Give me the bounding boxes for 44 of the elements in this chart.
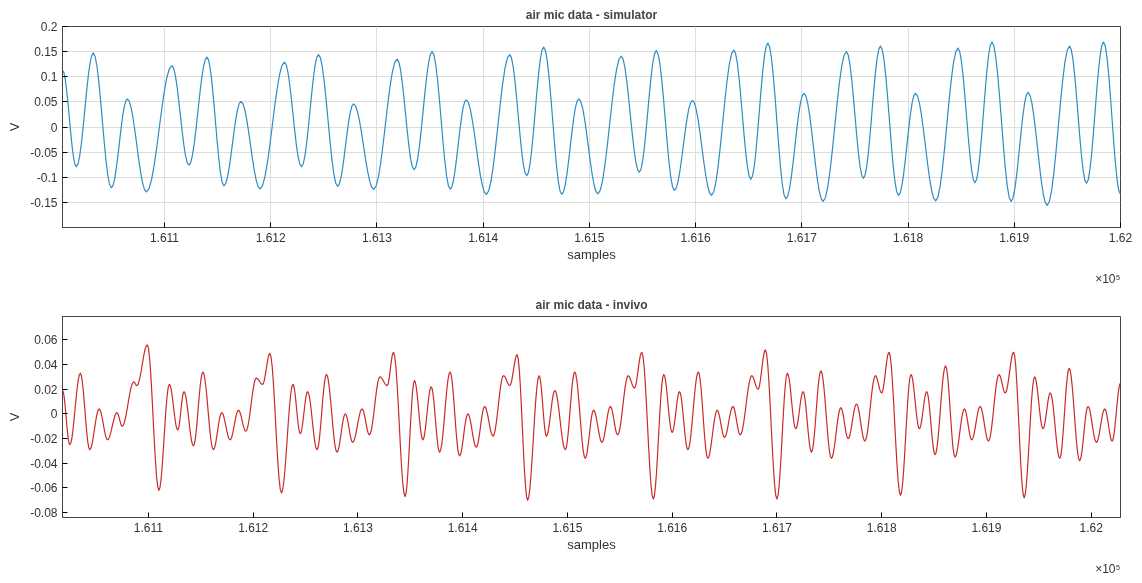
x-tick-label: 1.62 (1108, 230, 1133, 245)
x-tick-label: 1.618 (866, 520, 898, 535)
x-tick-label: 1.616 (657, 520, 688, 535)
x-tick-label: 1.611 (149, 230, 180, 245)
x-tick-label: 1.617 (786, 230, 818, 245)
x-tick-label: 1.617 (761, 520, 793, 535)
x-tick-label: 1.611 (133, 520, 164, 535)
x-tick-label: 1.618 (893, 230, 924, 245)
y-tick-label: -0.05 (30, 145, 58, 160)
x-tick-label: 1.615 (552, 520, 583, 535)
x-tick-label: 1.614 (468, 230, 499, 245)
x-tick-label: 1.619 (971, 520, 1002, 535)
y-axis-title: V (7, 122, 23, 132)
text: ×10⁵ (1095, 271, 1121, 286)
y-tick-label: 0.04 (34, 358, 58, 373)
y-tick-label: 0.1 (40, 70, 58, 85)
y-tick-label: 0.06 (34, 333, 58, 348)
y-tick-label: -0.06 (30, 481, 58, 496)
x-axis-title: samples (567, 536, 617, 552)
y-tick-label: 0.2 (40, 20, 58, 34)
y-tick-label: 0.02 (34, 382, 58, 397)
text: ×10⁵ (1095, 561, 1121, 576)
x-tick-label: 1.613 (342, 520, 374, 535)
chart-title: air mic data - invivo (535, 297, 648, 312)
y-tick-label: 0.15 (34, 45, 58, 60)
y-tick-label: 0.05 (34, 95, 58, 110)
x-tick-label: 1.612 (255, 230, 287, 245)
x-tick-label: 1.619 (999, 230, 1030, 245)
y-axis-title: V (7, 412, 23, 422)
x-tick-label: 1.614 (447, 520, 478, 535)
y-tick-label: 0 (50, 407, 58, 422)
x-tick-label: 1.62 (1079, 520, 1104, 535)
y-tick-label: 0 (50, 120, 58, 135)
x-axis-title: samples (567, 246, 617, 262)
x-tick-label: 1.612 (238, 520, 269, 535)
x-tick-label: 1.616 (680, 230, 711, 245)
y-tick-label: -0.02 (30, 432, 58, 447)
x-tick-label: 1.613 (361, 230, 393, 245)
y-tick-label: -0.08 (30, 506, 58, 521)
chart-title: air mic data - simulator (525, 7, 658, 22)
x-tick-label: 1.615 (574, 230, 605, 245)
y-tick-label: -0.15 (30, 195, 58, 210)
y-tick-label: -0.1 (36, 170, 58, 185)
y-tick-label: -0.04 (30, 456, 58, 471)
